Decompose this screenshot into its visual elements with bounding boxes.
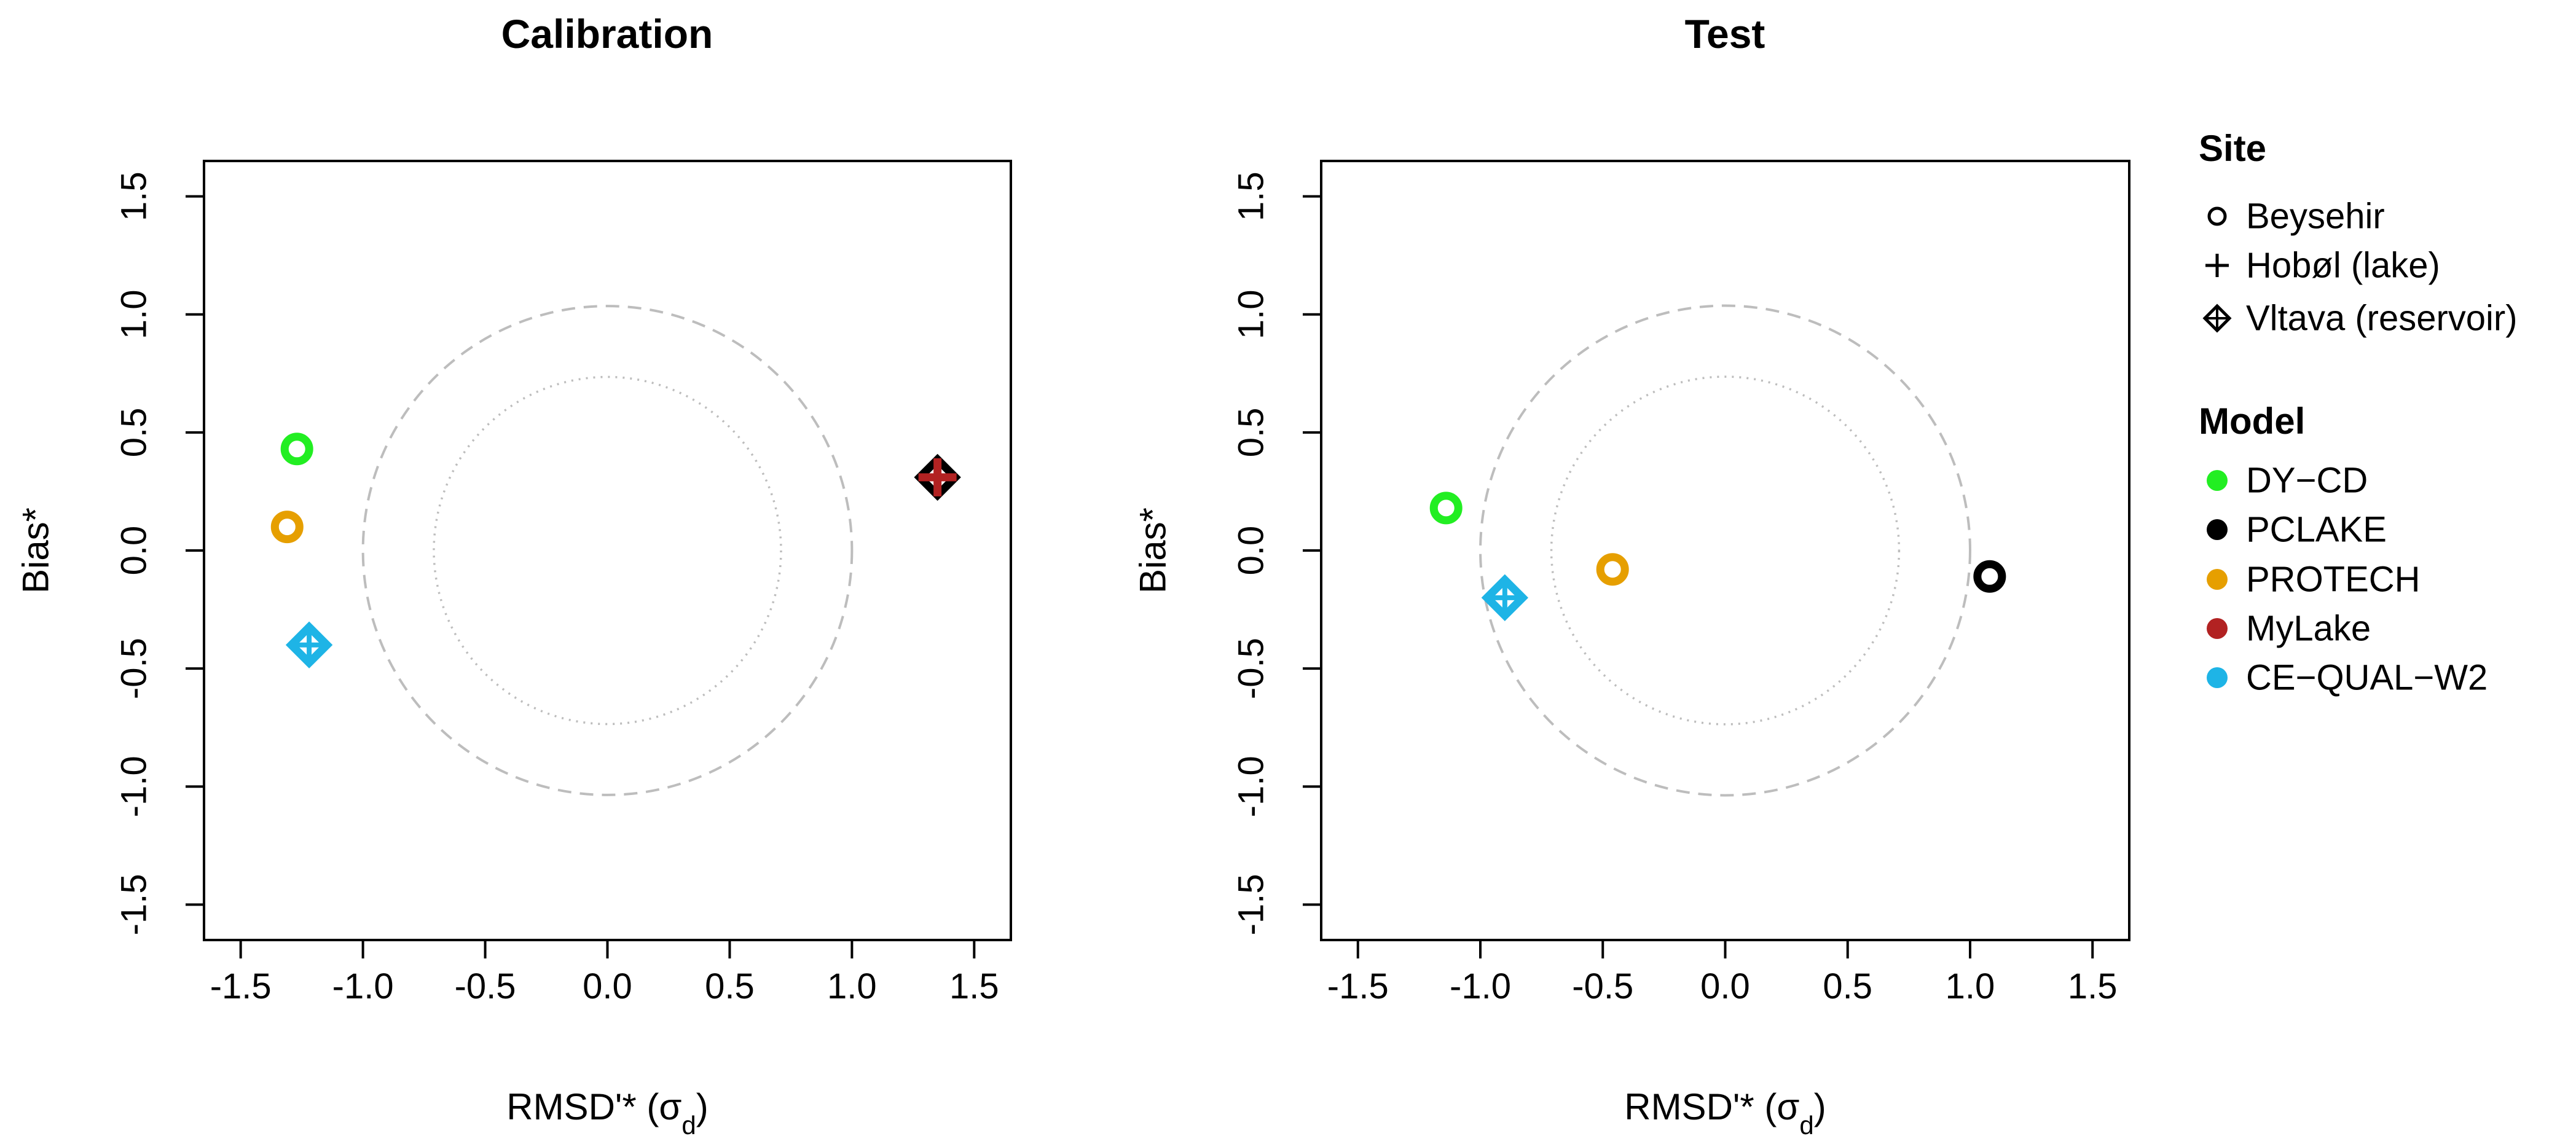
x-tick-label: -1.0 bbox=[1450, 966, 1511, 1006]
data-point-ce-qual-w2 bbox=[285, 621, 333, 668]
y-tick-label: -1.0 bbox=[1231, 756, 1271, 817]
x-tick-label: 0.5 bbox=[705, 966, 755, 1006]
x-tick-label: 1.5 bbox=[949, 966, 999, 1006]
x-tick-label: -0.5 bbox=[455, 966, 516, 1006]
reference-circle-dotted bbox=[433, 375, 782, 726]
y-tick-label: 0.0 bbox=[114, 526, 154, 576]
chart-title: Calibration bbox=[501, 11, 713, 57]
y-tick-label: -1.5 bbox=[114, 874, 154, 935]
y-tick-label: 1.5 bbox=[114, 171, 154, 221]
x-tick-label: -1.5 bbox=[1327, 966, 1389, 1006]
legend-circle-icon bbox=[2207, 206, 2227, 226]
y-tick-label: -0.5 bbox=[114, 638, 154, 699]
legend-site-vltava-reservoir: Vltava (reservoir) bbox=[2246, 299, 2518, 339]
reference-circle-dashed bbox=[1479, 304, 1971, 797]
data-point-pclake bbox=[1973, 560, 2006, 593]
legend-dot-dy-cd bbox=[2207, 470, 2228, 491]
legend-site-beysehir: Beysehir bbox=[2246, 197, 2385, 237]
legend-dot-protech bbox=[2207, 569, 2228, 590]
x-tick-label: -1.0 bbox=[332, 966, 394, 1006]
x-tick-label: 1.5 bbox=[2068, 966, 2118, 1006]
y-tick-label: 1.5 bbox=[1231, 171, 1271, 221]
marker-circle-protech bbox=[1596, 553, 1629, 586]
y-tick-label: -1.5 bbox=[1231, 874, 1271, 935]
legend-dot-ce-qual-w2 bbox=[2207, 667, 2228, 688]
x-axis-label: RMSD'* (σd) bbox=[1624, 1086, 1826, 1140]
y-tick-label: 0.5 bbox=[114, 408, 154, 458]
reference-circle-dashed bbox=[361, 305, 854, 796]
legend-model-protech: PROTECH bbox=[2246, 560, 2421, 600]
y-axis-label: Bias* bbox=[1133, 507, 1174, 594]
x-axis-label: RMSD'* (σd) bbox=[506, 1086, 709, 1140]
y-axis-label: Bias* bbox=[15, 507, 57, 594]
y-tick-label: -1.0 bbox=[114, 756, 154, 817]
x-tick-label: 0.5 bbox=[1823, 966, 1872, 1006]
y-tick-label: 1.0 bbox=[114, 289, 154, 339]
data-point-dy-cd bbox=[1429, 492, 1463, 525]
panel-calibration: Calibration -1.5 -1.0 -0.5 0.0 0.5 1.0 1.5 -1.5 -… bbox=[15, 11, 1012, 1140]
x-tick-label: 0.0 bbox=[1700, 966, 1750, 1006]
reference-circle-dotted bbox=[1550, 375, 1901, 726]
x-tick-label: 0.0 bbox=[583, 966, 632, 1006]
plot-frame bbox=[1320, 160, 2130, 941]
marker-circle-dy-cd bbox=[1429, 492, 1463, 525]
legend-site-title: Site bbox=[2199, 128, 2266, 169]
x-tick-label: -0.5 bbox=[1572, 966, 1633, 1006]
data-point-ce-qual-w2 bbox=[1481, 574, 1529, 622]
plot-frame bbox=[203, 160, 1012, 941]
legend-model-ce-qual-w2: CE−QUAL−W2 bbox=[2246, 658, 2488, 698]
legend-dot-pclake bbox=[2207, 519, 2228, 540]
x-tick-label: 1.0 bbox=[827, 966, 877, 1006]
chart-title: Test bbox=[1685, 11, 1765, 57]
panel-test: Test -1.5 -1.0 -0.5 0.0 0.5 1.0 1.5 -1.5 -1.0 -0.5… bbox=[1133, 11, 2130, 1140]
data-point-mylake bbox=[918, 458, 957, 496]
data-point-protech bbox=[1596, 553, 1629, 586]
marker-circle-pclake bbox=[1973, 560, 2006, 593]
data-point-dy-cd bbox=[280, 433, 313, 466]
y-tick-label: 0.0 bbox=[1231, 526, 1271, 576]
legend-model-title: Model bbox=[2199, 401, 2305, 442]
legend-dot-mylake bbox=[2207, 618, 2228, 639]
y-tick-label: 0.5 bbox=[1231, 408, 1271, 458]
legend-model-dy-cd: DY−CD bbox=[2246, 461, 2368, 501]
legend-model-pclake: PCLAKE bbox=[2246, 510, 2387, 550]
marker-circle-protech bbox=[270, 511, 304, 544]
legend: Site Beysehir Hobøl (lake) Vltava (reservoi… bbox=[2199, 128, 2518, 698]
legend-model-mylake: MyLake bbox=[2246, 609, 2371, 649]
y-tick-label: -0.5 bbox=[1231, 638, 1271, 699]
y-tick-label: 1.0 bbox=[1231, 289, 1271, 339]
data-point-protech bbox=[270, 511, 304, 544]
x-tick-label: -1.5 bbox=[210, 966, 272, 1006]
x-tick-label: 1.0 bbox=[1946, 966, 1995, 1006]
legend-site-hob-l-lake: Hobøl (lake) bbox=[2246, 246, 2440, 286]
marker-circle-dy-cd bbox=[280, 433, 313, 466]
